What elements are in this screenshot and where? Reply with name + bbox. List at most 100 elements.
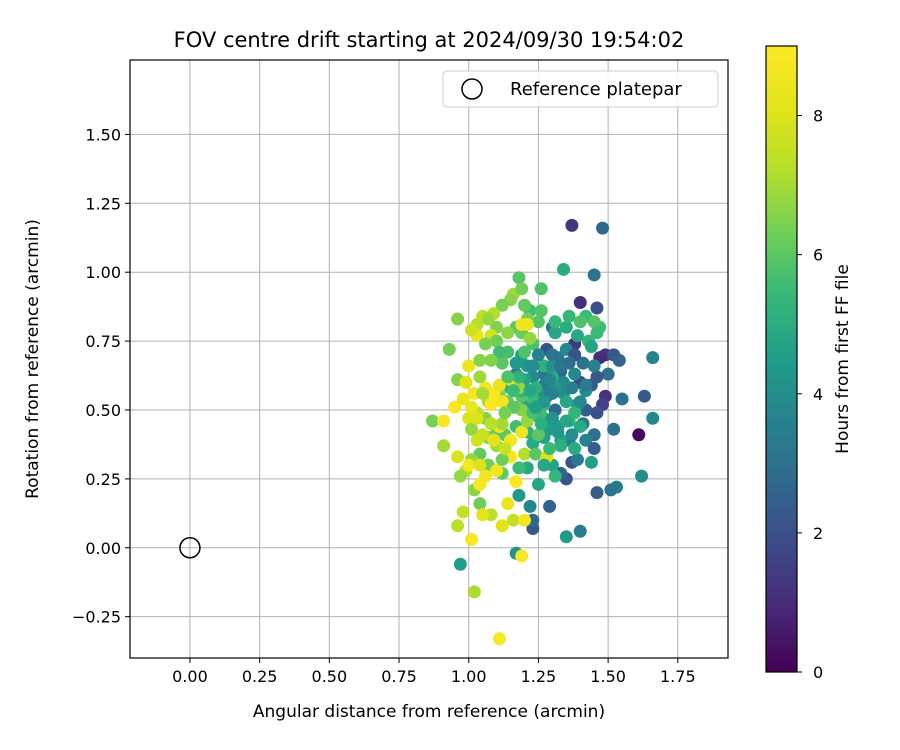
colorbar: 0 2 4 6 8 Hours from first FF file: [765, 45, 853, 682]
data-point: [523, 331, 537, 345]
data-point: [509, 475, 523, 489]
data-point: [517, 447, 531, 461]
data-point: [587, 359, 601, 373]
data-point: [492, 378, 506, 392]
data-point: [573, 524, 587, 538]
data-point: [579, 378, 593, 392]
data-point: [425, 414, 439, 428]
data-point: [515, 425, 529, 439]
data-point: [453, 557, 467, 571]
data-point: [481, 312, 495, 326]
legend-box: [442, 70, 719, 108]
colorbar-label: Hours from first FF file: [833, 264, 853, 454]
data-point: [515, 282, 529, 296]
data-point: [604, 483, 618, 497]
data-point: [456, 392, 470, 406]
data-point: [587, 442, 601, 456]
data-point: [601, 367, 615, 381]
data-point: [584, 340, 598, 354]
data-point: [512, 488, 526, 502]
data-point: [492, 632, 506, 646]
data-point: [568, 367, 582, 381]
data-point: [517, 513, 531, 527]
x-tick-label: 0.50: [312, 667, 348, 686]
data-point: [573, 296, 587, 310]
x-axis-ticks: 0.00 0.25 0.50 0.75 1.00 1.25 1.50 1.75: [172, 658, 696, 686]
data-point: [531, 428, 545, 442]
data-point: [476, 386, 490, 400]
data-point: [579, 433, 593, 447]
data-point: [506, 513, 520, 527]
data-point: [573, 315, 587, 329]
data-point: [459, 375, 473, 389]
data-point: [495, 519, 509, 533]
reference-point: [179, 537, 201, 559]
colorbar-tick-label: 8: [813, 107, 823, 126]
data-point: [465, 533, 479, 547]
data-point: [559, 414, 573, 428]
data-point: [506, 384, 520, 398]
data-point: [584, 455, 598, 469]
data-point: [495, 453, 509, 467]
data-point: [562, 309, 576, 323]
data-point: [615, 392, 629, 406]
data-point: [473, 497, 487, 511]
data-point: [559, 530, 573, 544]
data-point: [498, 442, 512, 456]
data-point: [573, 420, 587, 434]
data-point: [590, 301, 604, 315]
data-point: [554, 359, 568, 373]
data-point: [465, 422, 479, 436]
data-point: [512, 271, 526, 285]
y-axis-ticks: −0.25 0.00 0.25 0.50 0.75 1.00 1.25 1.50: [72, 125, 130, 627]
x-tick-label: 0.25: [242, 667, 278, 686]
chart-title: FOV centre drift starting at 2024/09/30 …: [174, 28, 685, 52]
data-point: [495, 417, 509, 431]
data-point: [543, 442, 557, 456]
data-point: [512, 370, 526, 384]
data-point: [570, 453, 584, 467]
data-point: [531, 477, 545, 491]
colorbar-tick-label: 2: [813, 524, 823, 543]
x-tick-label: 1.25: [521, 667, 557, 686]
data-point: [437, 439, 451, 453]
x-tick-label: 0.75: [381, 667, 417, 686]
data-point: [523, 384, 537, 398]
data-point: [484, 417, 498, 431]
data-point: [543, 499, 557, 513]
x-tick-label: 0.00: [172, 667, 208, 686]
x-axis-label: Angular distance from reference (arcmin): [253, 702, 605, 722]
data-point: [484, 397, 498, 411]
data-point: [501, 326, 515, 340]
x-tick-label: 1.00: [451, 667, 487, 686]
data-point: [526, 359, 540, 373]
data-point: [495, 356, 509, 370]
y-tick-label: 0.25: [85, 470, 121, 489]
data-point: [559, 320, 573, 334]
data-point: [534, 304, 548, 318]
y-tick-label: 1.00: [85, 263, 121, 282]
data-point: [490, 464, 504, 478]
data-point: [570, 329, 584, 343]
data-point: [520, 318, 534, 332]
data-point: [473, 370, 487, 384]
data-points: [425, 218, 660, 646]
data-point: [473, 458, 487, 472]
data-point: [442, 342, 456, 356]
data-point: [548, 315, 562, 329]
data-point: [587, 315, 601, 329]
data-point: [545, 386, 559, 400]
data-point: [576, 356, 590, 370]
colorbar-ticks: 0 2 4 6 8: [797, 107, 823, 682]
data-point: [534, 282, 548, 296]
data-point: [501, 497, 515, 511]
data-point: [453, 469, 467, 483]
data-point: [476, 428, 490, 442]
data-point: [557, 262, 571, 276]
data-point: [551, 425, 565, 439]
data-point: [565, 218, 579, 232]
y-tick-label: 1.25: [85, 194, 121, 213]
data-point: [537, 458, 551, 472]
x-tick-label: 1.75: [660, 667, 696, 686]
